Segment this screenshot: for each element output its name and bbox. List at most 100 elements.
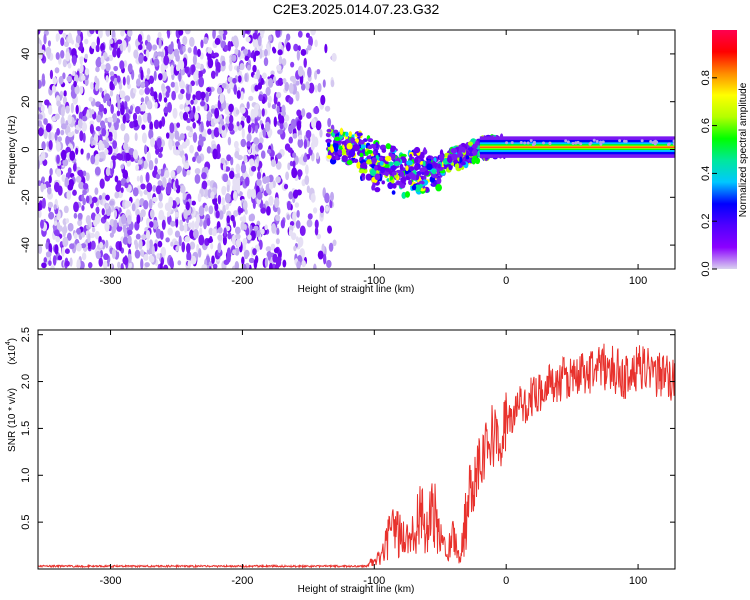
spectrogram-noise-mark xyxy=(275,161,282,170)
spectrogram-noise-mark xyxy=(227,76,234,83)
snr-panel: -300 -200 -100 0 100 0.5 1.0 1.5 2.0 2.5 Height … xyxy=(5,327,676,595)
spectrogram-noise-mark xyxy=(300,48,307,56)
spectrogram-noise-mark xyxy=(238,207,244,214)
spectrogram-noise-mark xyxy=(297,138,304,148)
spectrogram-noise-mark xyxy=(256,178,262,187)
spectrogram-signal-mark xyxy=(413,157,419,164)
spectrogram-noise-mark xyxy=(221,197,225,206)
spectrogram-noise-mark xyxy=(149,221,154,228)
spectrogram-noise-mark xyxy=(49,167,53,176)
spectrogram-noise-mark xyxy=(191,64,196,75)
spectrogram-noise-mark xyxy=(65,260,70,267)
spectrogram-noise-mark xyxy=(38,244,42,251)
spectrogram-noise-mark xyxy=(145,49,150,58)
spectrogram-noise-mark xyxy=(182,111,189,121)
spectrogram-noise-mark xyxy=(103,253,109,261)
spectrogram-noise-mark xyxy=(132,149,139,160)
spectrogram-signal-mark xyxy=(399,171,405,178)
spectrogram-noise-mark xyxy=(325,205,330,212)
spectrogram-noise-mark xyxy=(53,229,60,237)
spectrogram-noise-mark xyxy=(168,139,173,151)
spectrogram-noise-mark xyxy=(319,129,323,138)
spectrogram-noise-mark xyxy=(270,70,275,76)
spectrogram-noise-mark xyxy=(281,104,286,115)
spectrogram-noise-mark xyxy=(122,76,126,86)
spectrogram-carrier-speck xyxy=(541,141,545,145)
spectrogram-noise-mark xyxy=(269,262,273,269)
spectrogram-noise-mark xyxy=(242,238,248,246)
spectrogram-noise-mark xyxy=(88,96,94,102)
spectrogram-noise-mark xyxy=(113,65,119,72)
spectrogram-noise-mark xyxy=(286,214,290,221)
spectrogram-noise-mark xyxy=(234,150,240,159)
spectrogram-noise-mark xyxy=(185,125,191,131)
spectrogram-noise-mark xyxy=(149,209,155,219)
spectrogram-signal-mark xyxy=(400,156,406,160)
spectrogram-carrier-speck xyxy=(564,139,568,143)
spectrogram-noise-mark xyxy=(116,47,121,59)
spectrogram-noise-mark xyxy=(301,108,306,118)
spectrogram-noise-mark xyxy=(191,200,196,206)
spectrogram-signal-mark xyxy=(391,190,396,195)
spectrogram-noise-mark xyxy=(80,74,86,81)
spectrogram-noise-mark xyxy=(95,126,101,132)
spectrogram-noise-mark xyxy=(143,199,149,210)
spectrogram-noise-mark xyxy=(252,64,257,73)
spectrogram-noise-mark xyxy=(179,60,185,70)
spectrogram-noise-mark xyxy=(104,148,109,155)
spectrogram-noise-mark xyxy=(96,36,100,47)
spectrogram-noise-mark xyxy=(94,166,101,176)
spectrogram-noise-mark xyxy=(243,154,248,162)
spectrogram-noise-mark xyxy=(55,236,61,243)
spectrogram-noise-mark xyxy=(153,91,158,101)
spectrogram-noise-mark xyxy=(95,66,100,73)
snr-scale-suffix: ) xyxy=(7,338,18,341)
spectrogram-noise-mark xyxy=(207,128,212,135)
spectrogram-noise-mark xyxy=(77,118,83,128)
spectrogram-noise-mark xyxy=(91,196,98,203)
spectrogram-noise-mark xyxy=(120,43,124,52)
spectrogram-noise-mark xyxy=(148,128,154,140)
spectrogram-noise-mark xyxy=(155,185,162,195)
spectrogram-noise-mark xyxy=(64,248,70,254)
spectrogram-noise-mark xyxy=(314,226,319,236)
spectrogram-noise-mark xyxy=(192,121,197,129)
spectrogram-noise-mark xyxy=(285,42,291,52)
spectrogram-noise-mark xyxy=(41,73,45,82)
spectrogram-noise-mark xyxy=(232,249,237,255)
spectrogram-noise-mark xyxy=(167,44,174,55)
spectrogram-noise-mark xyxy=(138,44,143,51)
spectrogram-noise-mark xyxy=(292,189,299,199)
spectrogram-noise-mark xyxy=(295,90,300,102)
spectrogram-noise-mark xyxy=(45,123,52,133)
spectrogram-noise-mark xyxy=(244,176,250,187)
spectrogram-noise-mark xyxy=(110,155,117,161)
spectrogram-noise-mark xyxy=(183,208,189,220)
spectrogram-noise-mark xyxy=(265,246,272,252)
spectrogram-noise-mark xyxy=(149,121,154,132)
spectrogram-noise-mark xyxy=(54,67,60,74)
spectrogram-noise-mark xyxy=(69,257,73,267)
spectrogram-noise-mark xyxy=(114,209,118,219)
spectrogram-noise-mark xyxy=(109,80,114,90)
spectrogram-noise-mark xyxy=(297,30,303,38)
spectrogram-carrier-speck xyxy=(667,143,671,147)
spectrogram-noise-mark xyxy=(75,34,81,45)
spectrogram-noise-mark xyxy=(109,263,113,269)
spectrogram-noise-mark xyxy=(197,192,202,203)
spectrogram-noise-mark xyxy=(100,151,104,157)
spectrogram-noise-mark xyxy=(92,139,96,146)
spectrogram-noise-mark xyxy=(77,30,81,36)
spectrogram-noise-mark xyxy=(328,242,334,252)
spectrogram-noise-mark xyxy=(239,216,245,222)
spectrogram-noise-mark xyxy=(276,227,280,236)
spectrogram-noise-mark xyxy=(276,256,282,263)
spectrogram-noise-mark xyxy=(155,173,161,180)
spectrogram-signal-mark xyxy=(385,168,391,172)
colorbar-label: Normalized spectral amplitude xyxy=(738,82,749,217)
spectrogram-noise-mark xyxy=(296,120,302,131)
spectrogram-noise-mark xyxy=(209,235,213,243)
spectrogram-noise-mark xyxy=(157,201,164,209)
spectrogram-noise-mark xyxy=(81,231,86,238)
spectrogram-noise-mark xyxy=(235,238,242,248)
